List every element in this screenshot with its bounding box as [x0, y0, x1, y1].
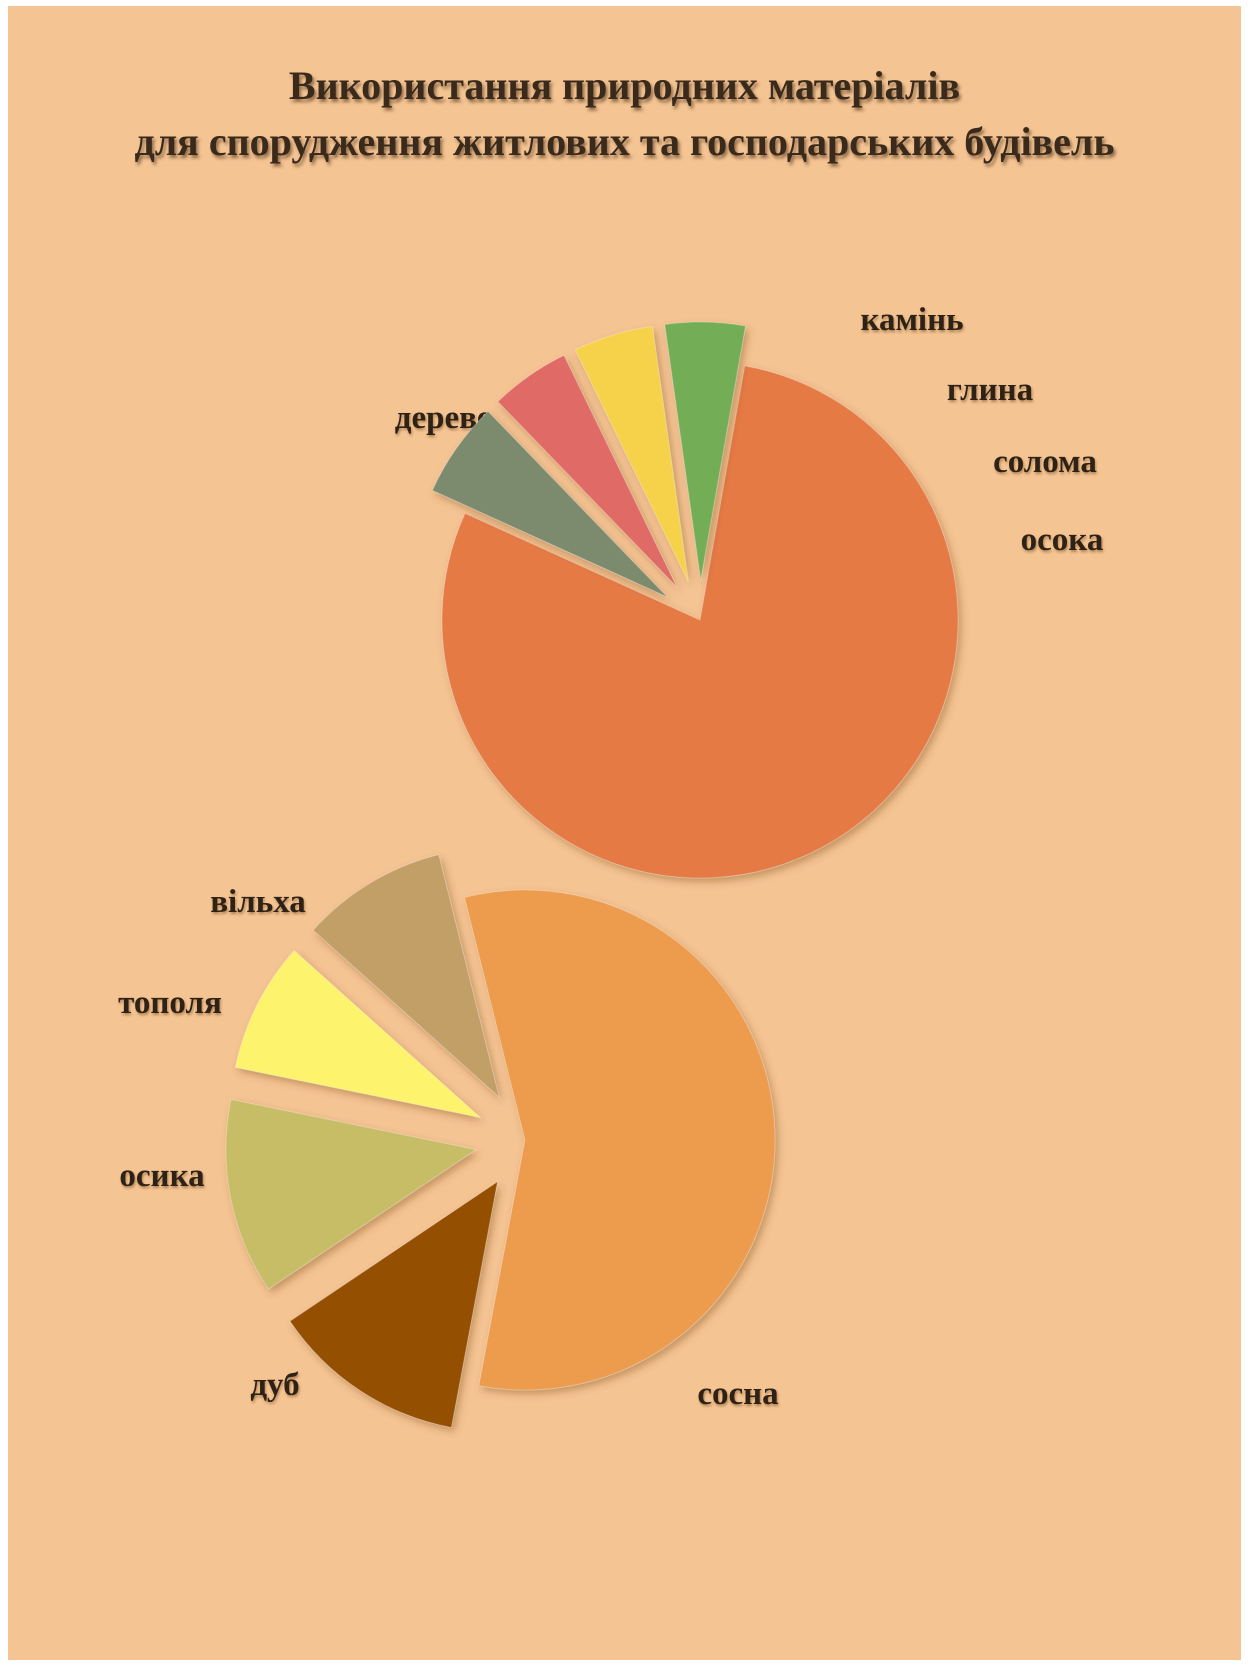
pie2-slice-1	[463, 889, 776, 1391]
pie1-label-2: камінь	[860, 302, 963, 338]
pie2-label-5: вільха	[210, 884, 306, 920]
pie1-slice-2	[431, 410, 668, 598]
pie1-label-3: глина	[947, 372, 1033, 408]
wood-types-pie: сосна дуб осика тополя вільха	[118, 853, 779, 1429]
title-line-1: Використання природних матеріалів	[288, 63, 961, 108]
pie1-slice-3	[497, 354, 678, 588]
pie1-slice-5	[664, 321, 747, 581]
pie2-label-3: осика	[119, 1158, 204, 1194]
pie2-slice-3	[225, 1098, 478, 1290]
pie1-slice-1	[441, 365, 959, 879]
pie1-slice-4	[574, 325, 689, 582]
pie1-label-4: солома	[993, 444, 1097, 480]
pie2-slice-4	[234, 949, 483, 1119]
pie2-slice-2	[289, 1180, 499, 1429]
pie2-slice-5	[312, 853, 501, 1099]
chart-title: Використання природних матеріалів для сп…	[8, 58, 1241, 170]
pie2-label-1: сосна	[697, 1376, 778, 1412]
pie1-label-5: осока	[1021, 522, 1104, 558]
pie2-label-2: дуб	[250, 1367, 299, 1403]
pie2-label-4: тополя	[118, 985, 222, 1021]
title-line-2: для спорудження житлових та господарськи…	[134, 119, 1115, 164]
